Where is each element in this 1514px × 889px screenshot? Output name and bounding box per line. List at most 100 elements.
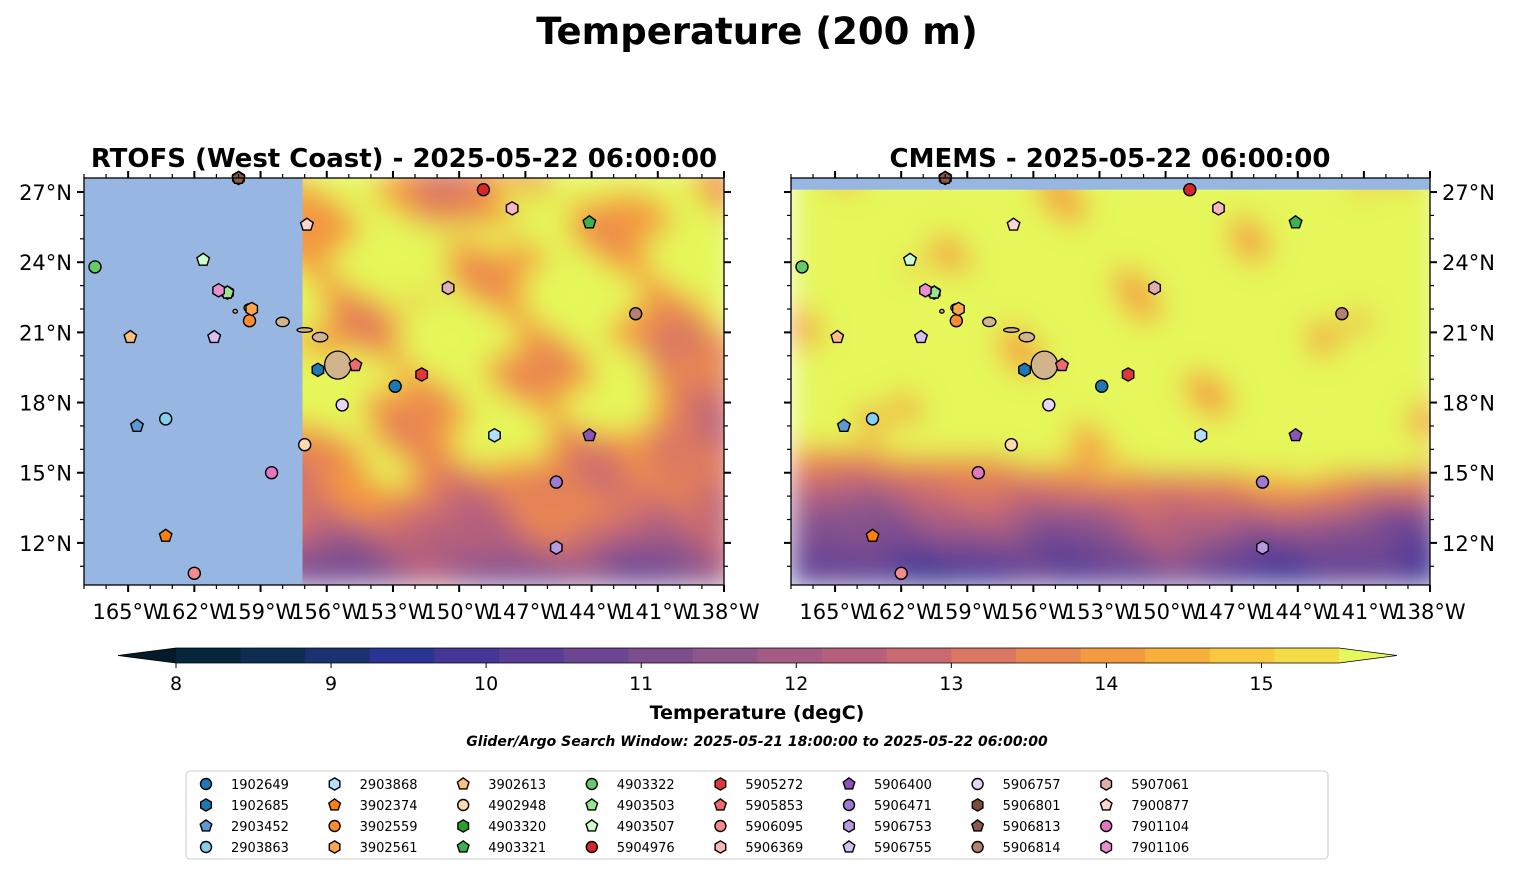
y-tick-label: 24°N bbox=[19, 251, 72, 275]
legend-item: 5906369 bbox=[714, 840, 803, 856]
legend-marker-7901106 bbox=[1100, 840, 1113, 854]
colorbar-tick-label: 8 bbox=[170, 673, 182, 695]
colorbar-segment bbox=[757, 648, 823, 663]
float-marker-5906369 bbox=[1212, 200, 1225, 216]
colorbar-segment bbox=[822, 648, 888, 663]
float-marker-7900877 bbox=[299, 217, 315, 231]
float-marker-5906400 bbox=[582, 427, 597, 442]
legend-marker-5906755 bbox=[842, 840, 856, 853]
legend-marker-5906814 bbox=[971, 840, 984, 854]
rtofs-floats bbox=[88, 170, 643, 580]
legend-label: 5906753 bbox=[874, 820, 932, 835]
y-tick-label: 27°N bbox=[1442, 181, 1495, 205]
legend-label: 2903452 bbox=[231, 820, 289, 835]
legend-marker-4903322 bbox=[585, 777, 598, 791]
legend-item: 5906400 bbox=[842, 777, 932, 793]
legend-label: 3902374 bbox=[360, 799, 418, 814]
cmems-no-data-strip bbox=[791, 178, 1430, 190]
float-marker-3902613 bbox=[123, 329, 138, 344]
colorbar-segment bbox=[176, 648, 242, 663]
float-marker-5904976 bbox=[1183, 182, 1197, 197]
legend-marker-5904976 bbox=[585, 840, 598, 854]
colorbar-segment bbox=[1015, 648, 1081, 663]
island-maui bbox=[1018, 331, 1036, 343]
search-window-note: Glider/Argo Search Window: 2025-05-21 18… bbox=[466, 734, 1048, 750]
legend-label: 3902613 bbox=[488, 778, 546, 793]
float-marker-5905853 bbox=[348, 357, 363, 372]
float-marker-1902649 bbox=[388, 379, 402, 393]
legend-marker-5906400 bbox=[842, 777, 856, 790]
legend-marker-4903503 bbox=[585, 798, 599, 811]
x-tick-label: 138°W bbox=[688, 600, 760, 624]
rtofs-axis-ticks: 165°W162°W159°W156°W153°W150°W147°W144°W… bbox=[19, 171, 760, 624]
float-marker-1902649 bbox=[1094, 379, 1109, 393]
legend-marker-2903863 bbox=[199, 840, 213, 854]
float-marker-5906095 bbox=[187, 566, 202, 580]
island-niihau bbox=[232, 308, 239, 314]
island-hawaii bbox=[323, 350, 352, 380]
cmems-axis-ticks: 165°W162°W159°W156°W153°W150°W147°W144°W… bbox=[784, 171, 1495, 624]
legend-label: 5905272 bbox=[745, 778, 803, 793]
colorbar-under-arrow bbox=[118, 648, 176, 663]
legend-marker-3902559 bbox=[328, 819, 341, 833]
legend-label: 2903868 bbox=[360, 778, 418, 793]
legend-marker-4903320 bbox=[457, 819, 470, 833]
x-tick-label: 144°W bbox=[556, 600, 628, 624]
x-tick-label: 165°W bbox=[92, 600, 164, 624]
colorbar-tick-label: 13 bbox=[939, 673, 963, 695]
colorbar-tick-label: 15 bbox=[1249, 673, 1273, 695]
float-marker-5906095 bbox=[894, 566, 908, 580]
y-tick-label: 12°N bbox=[1442, 532, 1495, 556]
panel-cmems: CMEMS - 2025-05-22 06:00:00 165°W162°W15… bbox=[784, 144, 1495, 624]
float-marker-4903507 bbox=[196, 252, 211, 266]
legend-marker-5906753 bbox=[843, 819, 855, 833]
float-marker-4903322 bbox=[795, 260, 809, 274]
legend-box bbox=[185, 770, 1329, 860]
legend-marker-5905853 bbox=[713, 798, 728, 811]
float-marker-4903322 bbox=[88, 260, 102, 274]
legend-item: 5906753 bbox=[843, 819, 932, 835]
float-marker-2903452 bbox=[836, 418, 852, 432]
legend-marker-1902649 bbox=[199, 777, 213, 791]
float-marker-5906471 bbox=[549, 475, 563, 489]
legend-label: 5907061 bbox=[1131, 778, 1189, 793]
island-oahu bbox=[275, 316, 290, 328]
float-marker-4902948 bbox=[298, 438, 312, 452]
y-tick-label: 24°N bbox=[1442, 251, 1495, 275]
rtofs-temperature-field bbox=[84, 178, 724, 585]
colorbar-segment bbox=[886, 648, 952, 663]
legend-item: 3902613 bbox=[456, 777, 546, 793]
legend-item: 3902559 bbox=[328, 819, 418, 835]
island-molokai bbox=[1002, 327, 1020, 333]
colorbar-segment bbox=[240, 648, 306, 663]
legend-item: 4903322 bbox=[585, 777, 675, 793]
legend-label: 5906095 bbox=[745, 820, 803, 835]
legend-label: 2903863 bbox=[231, 841, 289, 856]
legend-marker-3902374 bbox=[327, 798, 342, 811]
x-tick-label: 162°W bbox=[159, 600, 231, 624]
legend-item: 5906813 bbox=[970, 819, 1061, 835]
panel-rtofs: RTOFS (West Coast) - 2025-05-22 06:00:00… bbox=[19, 144, 760, 624]
float-marker-5906814 bbox=[629, 307, 643, 321]
legend-label: 5906801 bbox=[1003, 799, 1061, 814]
float-marker-5905853 bbox=[1054, 357, 1070, 372]
colorbar: 8 9 10 11 12 13 14 15 bbox=[117, 647, 1398, 695]
colorbar-segment bbox=[434, 648, 500, 663]
panel-cmems-title: CMEMS - 2025-05-22 06:00:00 bbox=[890, 144, 1331, 174]
x-tick-label: 147°W bbox=[1196, 600, 1268, 624]
legend-item: 3902561 bbox=[328, 840, 418, 856]
float-marker-5906757 bbox=[335, 398, 349, 412]
float-marker-2903863 bbox=[865, 412, 880, 426]
y-tick-label: 12°N bbox=[19, 532, 72, 556]
legend-label: 1902685 bbox=[231, 799, 289, 814]
x-tick-label: 144°W bbox=[1262, 600, 1334, 624]
legend-marker-2903868 bbox=[328, 777, 341, 791]
figure-title: Temperature (200 m) bbox=[536, 10, 978, 53]
colorbar-segment bbox=[1145, 648, 1211, 663]
x-tick-label: 150°W bbox=[1130, 600, 1202, 624]
float-marker-3902561 bbox=[245, 301, 259, 317]
float-marker-5907061 bbox=[1148, 280, 1161, 296]
x-tick-label: 159°W bbox=[225, 600, 297, 624]
float-marker-5905272 bbox=[415, 367, 429, 382]
